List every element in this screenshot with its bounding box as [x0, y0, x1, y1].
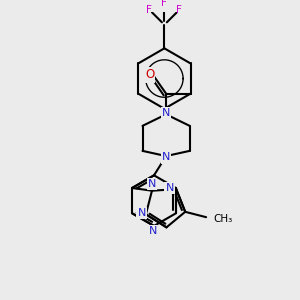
- Text: N: N: [148, 226, 157, 236]
- Text: CH₃: CH₃: [213, 214, 232, 224]
- Text: N: N: [165, 183, 174, 193]
- Text: F: F: [176, 5, 182, 15]
- Text: N: N: [137, 208, 146, 218]
- Text: N: N: [148, 179, 156, 189]
- Text: N: N: [162, 108, 170, 118]
- Text: O: O: [145, 68, 154, 81]
- Text: F: F: [161, 0, 167, 8]
- Text: F: F: [146, 5, 152, 15]
- Text: N: N: [162, 152, 170, 163]
